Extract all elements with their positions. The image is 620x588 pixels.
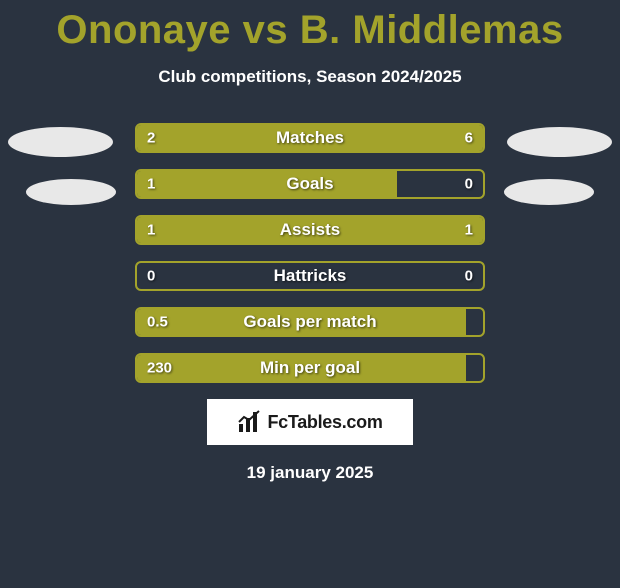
bar-fill-left	[137, 355, 466, 381]
bar-row: 26Matches	[135, 123, 485, 153]
bar-fill-left	[137, 125, 224, 151]
logo-box: FcTables.com	[207, 399, 413, 445]
fctables-logo-icon	[237, 410, 261, 434]
bar-row: 0 0Hattricks	[135, 261, 485, 291]
logo-text: FcTables.com	[267, 412, 382, 433]
date-line: 19 january 2025	[0, 463, 620, 483]
page-title: Ononaye vs B. Middlemas	[0, 8, 620, 53]
bar-row: 10Goals	[135, 169, 485, 199]
bar-fill-right	[310, 217, 483, 243]
bar-value-right: 0	[465, 176, 473, 193]
bar-fill-right	[224, 125, 484, 151]
player-right-shape-1	[507, 127, 612, 157]
bar-row: 11Assists	[135, 215, 485, 245]
bar-value-right: 0	[465, 268, 473, 285]
subtitle: Club competitions, Season 2024/2025	[0, 67, 620, 87]
player-left-shape-1	[8, 127, 113, 157]
bars-container: 26Matches10Goals11Assists00Hattricks0.5G…	[135, 123, 485, 383]
bar-fill-left	[137, 171, 397, 197]
comparison-chart: 26Matches10Goals11Assists00Hattricks0.5G…	[0, 123, 620, 383]
player-left-shape-2	[26, 179, 116, 205]
bar-fill-left	[137, 217, 310, 243]
bar-row: 230Min per goal	[135, 353, 485, 383]
bar-fill-left	[137, 309, 466, 335]
bar-value-left: 0	[147, 268, 155, 285]
player-right-shape-2	[504, 179, 594, 205]
bar-row: 0.5Goals per match	[135, 307, 485, 337]
bar-label: Hattricks	[137, 266, 483, 286]
